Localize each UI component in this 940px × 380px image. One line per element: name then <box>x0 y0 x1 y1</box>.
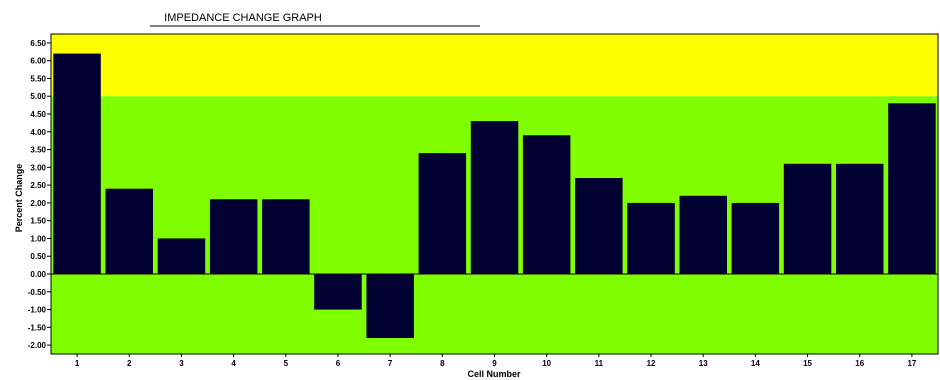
bar-8 <box>418 153 467 274</box>
y-tick-label: 1.50 <box>30 217 46 226</box>
y-tick-label: 5.50 <box>30 74 46 83</box>
y-tick-label: -1.00 <box>28 306 47 315</box>
bar-1 <box>53 53 101 274</box>
bar-3 <box>157 238 206 274</box>
y-tick-label: 1.00 <box>30 234 46 243</box>
y-axis-title: Percent Change <box>14 164 24 233</box>
x-tick-label-7: 7 <box>388 359 393 368</box>
bar-15 <box>783 163 832 274</box>
y-tick-label: 0.50 <box>30 252 46 261</box>
bar-4 <box>209 199 258 274</box>
y-tick-label: 4.00 <box>30 128 46 137</box>
x-tick-label-3: 3 <box>179 359 184 368</box>
bar-16 <box>836 163 884 274</box>
x-tick-label-10: 10 <box>542 359 551 368</box>
axes <box>47 33 939 357</box>
x-tick-label-2: 2 <box>127 359 132 368</box>
x-tick-label-8: 8 <box>440 359 445 368</box>
y-tick-label: 5.00 <box>30 92 46 101</box>
bars <box>53 53 936 338</box>
y-tick-label: 2.50 <box>30 181 46 190</box>
x-tick-label-13: 13 <box>699 359 708 368</box>
bar-13 <box>679 195 727 274</box>
x-tick-label-14: 14 <box>751 359 760 368</box>
band-0 <box>51 34 938 97</box>
y-tick-label: 0.00 <box>30 270 46 279</box>
x-tick-label-4: 4 <box>231 359 236 368</box>
y-tick-labels: 6.50 6.00 5.50 5.00 4.50 4.00 3.50 3.00 2.50 2.00… <box>28 39 47 350</box>
bar-10 <box>522 135 571 274</box>
bar-14 <box>731 202 780 274</box>
x-tick-label-6: 6 <box>336 359 341 368</box>
y-tick-label: -0.50 <box>28 288 47 297</box>
x-axis-title: Cell Number <box>467 369 521 379</box>
y-tick-label: 4.50 <box>30 110 46 119</box>
y-tick-label: 2.00 <box>30 199 46 208</box>
y-tick-label: 6.50 <box>30 39 46 48</box>
bar-12 <box>627 202 675 274</box>
y-tick-label: 6.00 <box>30 57 46 66</box>
bar-17 <box>888 103 936 274</box>
x-tick-label-16: 16 <box>855 359 864 368</box>
bar-6 <box>314 274 362 310</box>
bar-5 <box>262 199 310 274</box>
bar-11 <box>575 178 623 274</box>
x-tick-label-17: 17 <box>907 359 916 368</box>
x-tick-label-15: 15 <box>803 359 812 368</box>
y-tick-label: -1.50 <box>28 323 47 332</box>
y-tick-label: 3.50 <box>30 146 46 155</box>
x-tick-label-12: 12 <box>647 359 656 368</box>
y-tick-label: -2.00 <box>28 341 47 350</box>
x-tick-label-11: 11 <box>595 359 604 368</box>
bar-7 <box>366 274 414 338</box>
bar-9 <box>470 121 519 274</box>
x-tick-label-5: 5 <box>284 359 289 368</box>
x-tick-labels: 1 2 3 4 5 6 7 8 9 10 11 12 13 14 15 16 17 <box>75 359 917 368</box>
x-tick-label-9: 9 <box>492 359 497 368</box>
x-tick-label-1: 1 <box>75 359 80 368</box>
chart-title: IMPEDANCE CHANGE GRAPH <box>164 12 322 24</box>
bar-2 <box>105 188 153 274</box>
y-tick-label: 3.00 <box>30 163 46 172</box>
